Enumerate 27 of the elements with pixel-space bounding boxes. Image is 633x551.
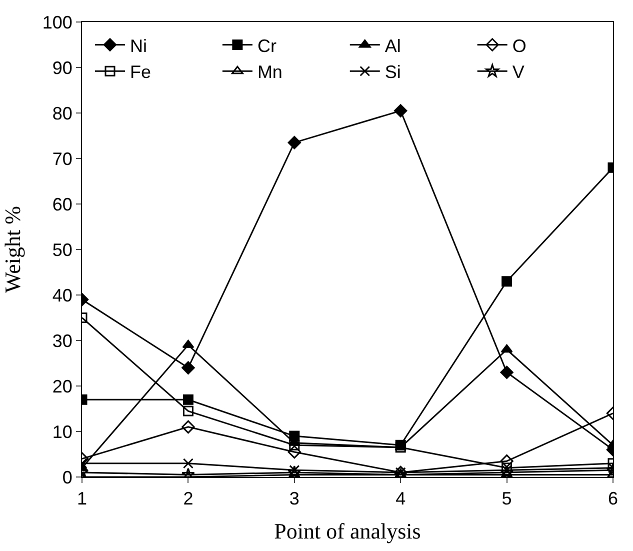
x-tick-label: 3 [289, 488, 300, 509]
legend-label: Cr [257, 36, 276, 56]
y-tick-label: 0 [62, 467, 72, 488]
y-tick-label: 50 [52, 240, 72, 260]
legend-label: Si [384, 62, 401, 82]
y-tick-label: 30 [52, 330, 72, 351]
legend-label: O [512, 36, 526, 56]
legend-label: Fe [130, 62, 152, 82]
y-tick-label: 90 [52, 58, 72, 78]
y-tick-label: 80 [52, 103, 72, 124]
y-axis-title: Weight % [0, 206, 26, 293]
y-tick-label: 70 [52, 148, 72, 169]
y-tick-label: 100 [42, 12, 72, 32]
x-tick-label: 4 [396, 488, 406, 509]
x-tick-label: 6 [608, 488, 618, 509]
legend-label: Ni [130, 36, 147, 56]
x-tick-label: 2 [183, 488, 194, 509]
x-tick-label: 5 [502, 488, 512, 509]
y-tick-label: 20 [52, 376, 72, 396]
legend-label: Mn [257, 62, 282, 82]
y-tick-label: 40 [52, 285, 72, 306]
legend-label: V [512, 62, 524, 82]
x-axis-title: Point of analysis [274, 518, 421, 544]
legend-label: Al [384, 36, 401, 56]
x-tick-label: 1 [76, 488, 88, 509]
y-tick-label: 60 [52, 194, 72, 214]
y-tick-label: 10 [52, 422, 72, 442]
